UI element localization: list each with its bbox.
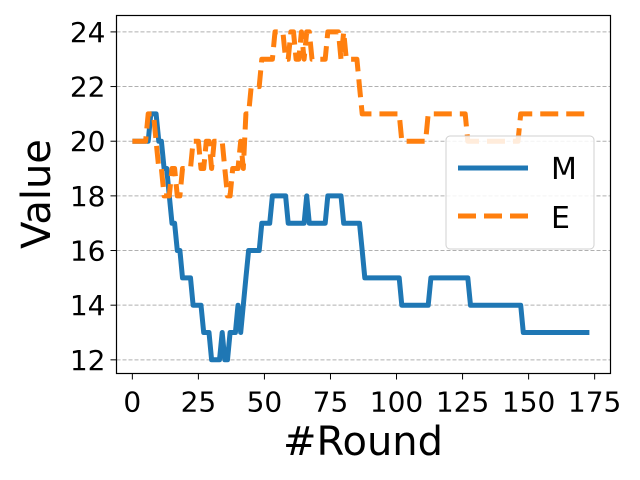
x-tick-label: 0 bbox=[123, 386, 141, 419]
x-tick-label: 25 bbox=[181, 386, 217, 419]
y-axis: 12 14 16 18 20 22 24 bbox=[70, 16, 117, 377]
x-axis-label: #Round bbox=[283, 419, 443, 465]
x-tick-label: 75 bbox=[313, 386, 349, 419]
legend: M E bbox=[445, 135, 595, 250]
y-tick-label: 16 bbox=[70, 235, 106, 268]
legend-label-e: E bbox=[551, 201, 570, 236]
y-tick-label: 20 bbox=[70, 125, 106, 158]
x-axis: 0 25 50 75 100 125 150 175 bbox=[123, 373, 621, 419]
legend-box bbox=[445, 135, 595, 250]
series-line-m bbox=[132, 111, 590, 363]
legend-label-m: M bbox=[551, 152, 577, 187]
y-tick-label: 18 bbox=[70, 180, 106, 213]
y-tick-label: 22 bbox=[70, 71, 106, 104]
x-tick-label: 125 bbox=[436, 386, 489, 419]
plot-frame bbox=[115, 14, 612, 375]
x-tick-label: 175 bbox=[568, 386, 621, 419]
x-tick-label: 100 bbox=[370, 386, 423, 419]
y-tick-label: 14 bbox=[70, 289, 106, 322]
y-axis-label: Value bbox=[14, 139, 60, 249]
y-tick-label: 24 bbox=[70, 16, 106, 49]
y-tick-label: 12 bbox=[70, 344, 106, 377]
x-tick-label: 50 bbox=[247, 386, 283, 419]
x-tick-label: 150 bbox=[502, 386, 555, 419]
